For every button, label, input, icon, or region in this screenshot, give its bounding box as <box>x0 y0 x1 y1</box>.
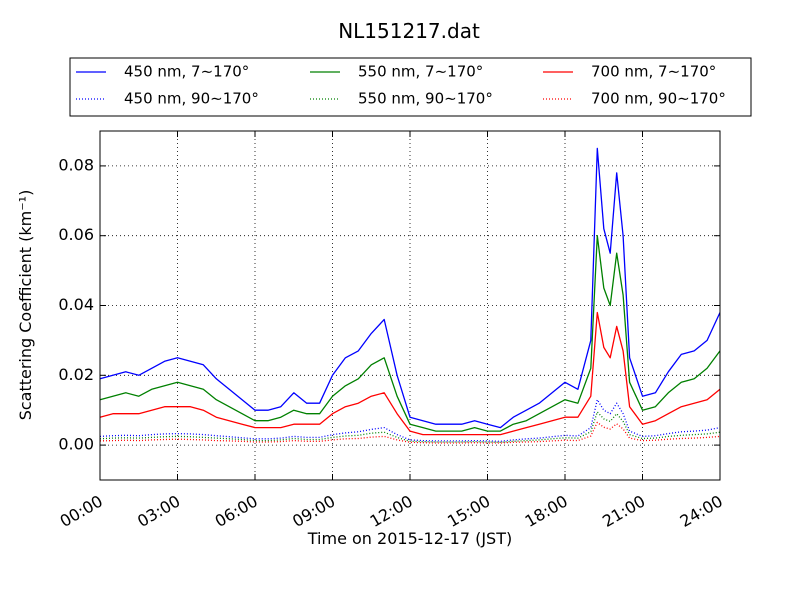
series-line <box>99 311 721 436</box>
x-tick-label: 24:00 <box>677 491 726 531</box>
y-axis: 0.00 0.02 0.04 0.06 0.08 <box>58 155 720 454</box>
x-tick-label: 18:00 <box>522 491 571 531</box>
series-line <box>99 421 721 444</box>
x-tick-label: 12:00 <box>367 491 416 531</box>
x-tick-label: 00:00 <box>57 491 106 531</box>
series-line <box>99 147 721 429</box>
legend-label: 700 nm, 90∼170° <box>591 90 726 108</box>
y-axis-label: Scattering Coefficient (km⁻¹) <box>16 190 35 421</box>
y-tick-label: 0.04 <box>58 295 94 314</box>
legend-label: 550 nm, 7∼170° <box>358 63 483 81</box>
grid <box>100 131 720 480</box>
x-tick-label: 03:00 <box>134 491 183 531</box>
legend-label: 450 nm, 7∼170° <box>124 63 249 81</box>
y-tick-label: 0.02 <box>58 365 94 384</box>
x-tick-label: 09:00 <box>289 491 338 531</box>
x-axis-label: Time on 2015-12-17 (JST) <box>307 529 512 548</box>
y-tick-label: 0.00 <box>58 435 94 454</box>
x-tick-label: 15:00 <box>444 491 493 531</box>
series-line <box>99 235 721 432</box>
series-layer <box>99 147 721 444</box>
legend: 450 nm, 7∼170° 550 nm, 7∼170° 700 nm, 7∼17… <box>69 57 752 117</box>
series-line <box>99 399 721 442</box>
legend-label: 450 nm, 90∼170° <box>124 90 259 108</box>
legend-box <box>69 57 752 117</box>
y-tick-label: 0.06 <box>58 225 94 244</box>
chart-title: NL151217.dat <box>338 19 480 43</box>
legend-label: 550 nm, 90∼170° <box>358 90 493 108</box>
legend-label: 700 nm, 7∼170° <box>591 63 716 81</box>
x-tick-label: 06:00 <box>212 491 261 531</box>
x-tick-label: 21:00 <box>599 491 648 531</box>
y-tick-label: 0.08 <box>58 155 94 174</box>
